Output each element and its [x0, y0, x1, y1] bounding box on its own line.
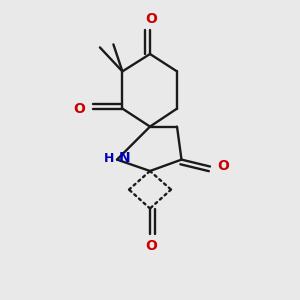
- Text: O: O: [146, 12, 158, 26]
- Text: O: O: [218, 160, 230, 173]
- Text: H: H: [104, 152, 115, 165]
- Text: O: O: [74, 102, 86, 116]
- Text: N: N: [118, 151, 130, 165]
- Text: O: O: [146, 239, 158, 254]
